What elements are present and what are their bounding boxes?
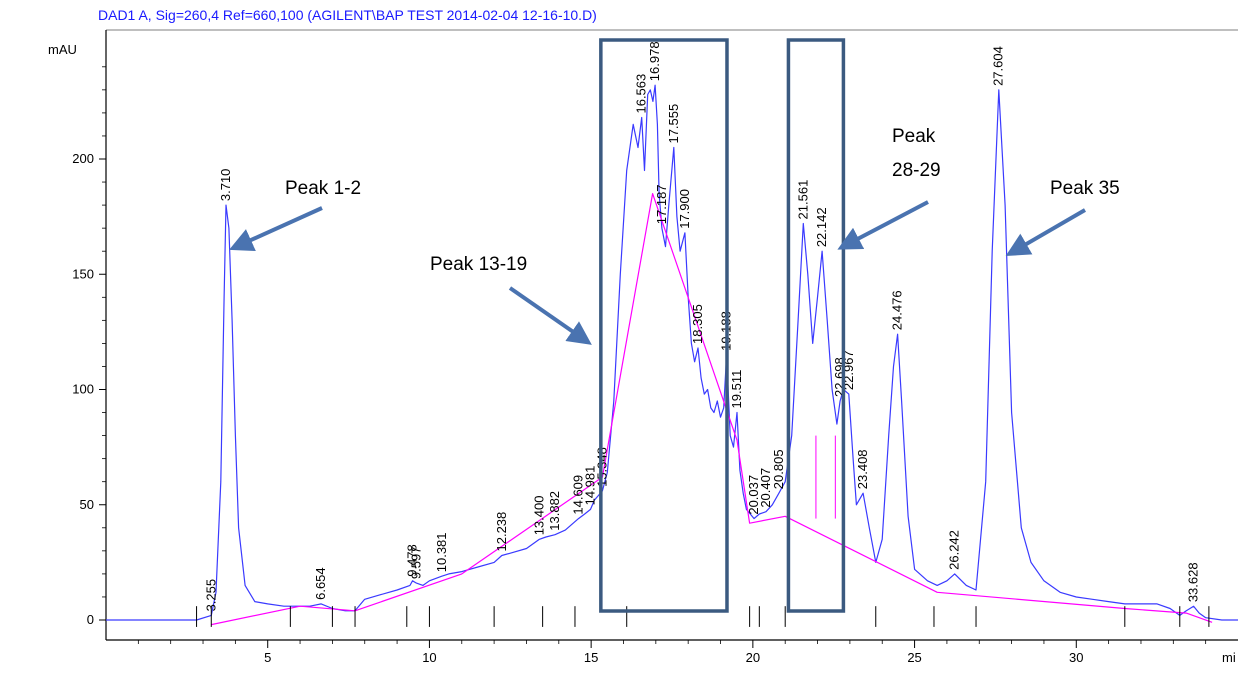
ticks: 0 50 100 150 200 5 10 15 20 25 30 (72, 66, 1207, 665)
annotation-label: Peak 13-19 (430, 254, 527, 275)
x-axis-label: mi (1222, 650, 1236, 665)
annotation-arrow (1005, 208, 1087, 257)
peak-label: 26.242 (947, 530, 962, 570)
peak-label: 24.476 (890, 290, 905, 330)
annotation-arrow (508, 286, 592, 345)
y-tick-label: 0 (87, 612, 94, 627)
annotation-label: Peak (892, 126, 936, 147)
annotation-label: Peak 1-2 (285, 178, 361, 199)
peak-label: 27.604 (991, 46, 1006, 86)
y-tick-label: 100 (72, 382, 94, 397)
peak-label: 14.981 (582, 466, 597, 506)
peak-label: 13.882 (547, 491, 562, 531)
x-tick-label: 30 (1069, 650, 1083, 665)
y-tick-label: 200 (72, 151, 94, 166)
peak-label: 3.710 (218, 169, 233, 202)
x-tick-label: 10 (422, 650, 436, 665)
peak-label: 9.478 (405, 544, 420, 577)
peak-label: 18.305 (690, 304, 705, 344)
peak-label: 20.805 (771, 449, 786, 489)
x-tick-label: 15 (584, 650, 598, 665)
x-tick-label: 5 (264, 650, 271, 665)
peak-label: 16.978 (647, 41, 662, 81)
peak-label: 17.555 (666, 104, 681, 144)
peak-label: 17.187 (654, 184, 669, 224)
y-tick-label: 50 (80, 497, 94, 512)
peak-label: 20.407 (758, 468, 773, 508)
x-tick-label: 25 (907, 650, 921, 665)
peak-label: 9.597 (408, 547, 423, 580)
peak-label: 3.255 (203, 579, 218, 612)
peak-label: 12.238 (494, 512, 509, 552)
peak-label: 19.511 (729, 370, 744, 409)
annotations: Peak 1-2 Peak 13-19 Peak 28-29 Peak 35 (229, 126, 1120, 345)
peak-label: 13.400 (531, 496, 546, 536)
peak-label: 22.142 (814, 207, 829, 247)
peak-label: 23.408 (855, 449, 870, 489)
annotation-label: 28-29 (892, 160, 941, 181)
peak-label: 10.381 (434, 532, 449, 572)
highlight-box (786, 38, 846, 613)
highlight-boxes (599, 38, 846, 613)
peak-label: 14.609 (570, 475, 585, 515)
chart-title: DAD1 A, Sig=260,4 Ref=660,100 (AGILENT\B… (98, 7, 597, 23)
peak-label: 33.628 (1186, 562, 1201, 602)
series-group (106, 84, 1238, 626)
baseline-drops (196, 435, 1210, 627)
y-axis-label: mAU (48, 42, 77, 57)
highlight-box (599, 38, 729, 613)
peak-label: 17.900 (677, 189, 692, 229)
peak-label: 21.561 (795, 180, 810, 220)
annotation-arrow (229, 206, 323, 252)
y-tick-label: 150 (72, 266, 94, 281)
peak-label: 16.563 (634, 74, 649, 114)
annotation-label: Peak 35 (1050, 178, 1120, 199)
annotation-arrow (837, 200, 929, 250)
peak-label: 20.037 (746, 475, 761, 515)
axes (105, 29, 1238, 641)
signal-trace (106, 84, 1238, 621)
peak-label: 6.654 (313, 567, 328, 600)
x-tick-label: 20 (746, 650, 760, 665)
